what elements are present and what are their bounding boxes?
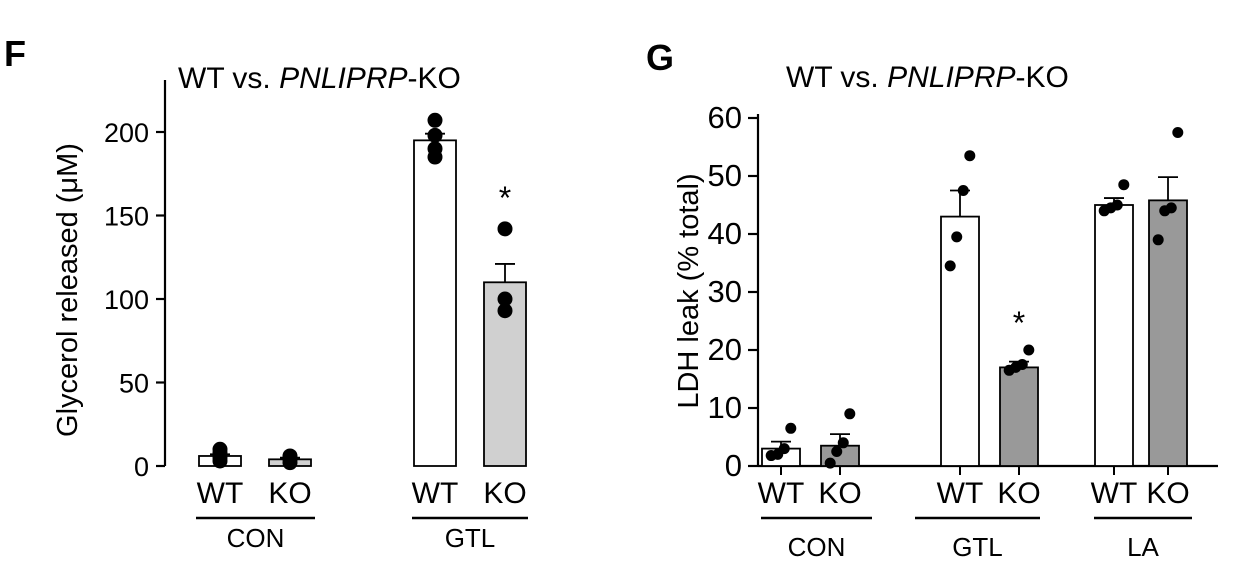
panel-f: F WT vs. PNLIPRP-KO Glycerol released (μ… xyxy=(4,33,528,553)
data-point xyxy=(944,260,956,272)
panel-g-title: WT vs. PNLIPRP-KO xyxy=(786,61,1069,94)
data-point xyxy=(824,457,836,469)
data-point xyxy=(837,437,849,449)
data-point xyxy=(844,408,856,420)
significance-star: * xyxy=(499,180,511,216)
y-tick-label: 10 xyxy=(708,390,742,425)
data-point xyxy=(427,112,443,128)
y-tick-label: 50 xyxy=(708,158,742,193)
data-point xyxy=(1165,202,1177,214)
data-point xyxy=(785,422,797,434)
y-tick-label: 60 xyxy=(708,100,742,135)
panel-f-title: WT vs. PNLIPRP-KO xyxy=(178,62,461,95)
panel-letter-f: F xyxy=(4,33,26,74)
panel-g-y-axis-label: LDH leak (% total) xyxy=(673,173,705,408)
y-tick-label: 0 xyxy=(134,452,149,482)
y-tick-label: 0 xyxy=(725,448,742,483)
bar-gtl-ko xyxy=(999,366,1039,467)
y-tick-label: 50 xyxy=(119,369,149,399)
bar-la-wt xyxy=(1094,204,1134,467)
category-label: KO xyxy=(268,477,311,510)
data-point xyxy=(282,448,298,464)
y-tick-label: 200 xyxy=(104,118,149,148)
data-point xyxy=(951,231,963,243)
data-point xyxy=(1118,179,1130,191)
y-tick-label: 30 xyxy=(708,274,742,309)
category-label: WT xyxy=(412,477,459,510)
data-point xyxy=(957,185,969,196)
bar-gtl-wt xyxy=(940,215,980,467)
data-point xyxy=(831,446,843,457)
data-point xyxy=(212,441,228,457)
y-tick-label: 20 xyxy=(708,332,742,367)
panel-f-y-axis-label: Glycerol released (μM) xyxy=(52,143,84,437)
data-point xyxy=(1111,199,1123,211)
panel-g: G WT vs. PNLIPRP-KO LDH leak (% total) 0… xyxy=(646,37,1218,562)
category-label: KO xyxy=(1146,477,1189,510)
data-point xyxy=(778,443,790,455)
category-label: KO xyxy=(483,477,526,510)
panel-letter-g: G xyxy=(646,37,674,78)
data-point xyxy=(1016,359,1028,370)
data-point xyxy=(427,127,443,143)
category-label: WT xyxy=(1091,477,1138,510)
data-point xyxy=(497,303,513,319)
data-point xyxy=(497,221,513,237)
group-label: CON xyxy=(788,532,846,562)
y-tick-label: 40 xyxy=(708,216,742,251)
group-label: CON xyxy=(227,523,285,553)
data-point xyxy=(1152,234,1164,246)
y-tick-label: 100 xyxy=(104,285,149,315)
bar-gtl-wt xyxy=(413,139,457,467)
panel-f-y-axis: 0 50 100 150 200 xyxy=(104,80,167,482)
y-tick-label: 150 xyxy=(104,202,149,232)
category-label: WT xyxy=(758,477,805,510)
group-label: LA xyxy=(1127,532,1159,562)
data-point xyxy=(497,291,513,307)
significance-star: * xyxy=(1013,305,1025,341)
category-label: WT xyxy=(937,477,984,510)
group-label: GTL xyxy=(952,532,1003,562)
panel-f-bars: WT KO WT * KO CON GTL xyxy=(196,112,528,553)
category-label: KO xyxy=(818,477,861,510)
category-label: WT xyxy=(197,477,244,510)
group-label: GTL xyxy=(445,523,496,553)
data-point xyxy=(427,141,443,157)
data-point xyxy=(1023,344,1035,356)
data-point xyxy=(1172,127,1184,138)
category-label: KO xyxy=(997,477,1040,510)
data-point xyxy=(964,150,976,162)
